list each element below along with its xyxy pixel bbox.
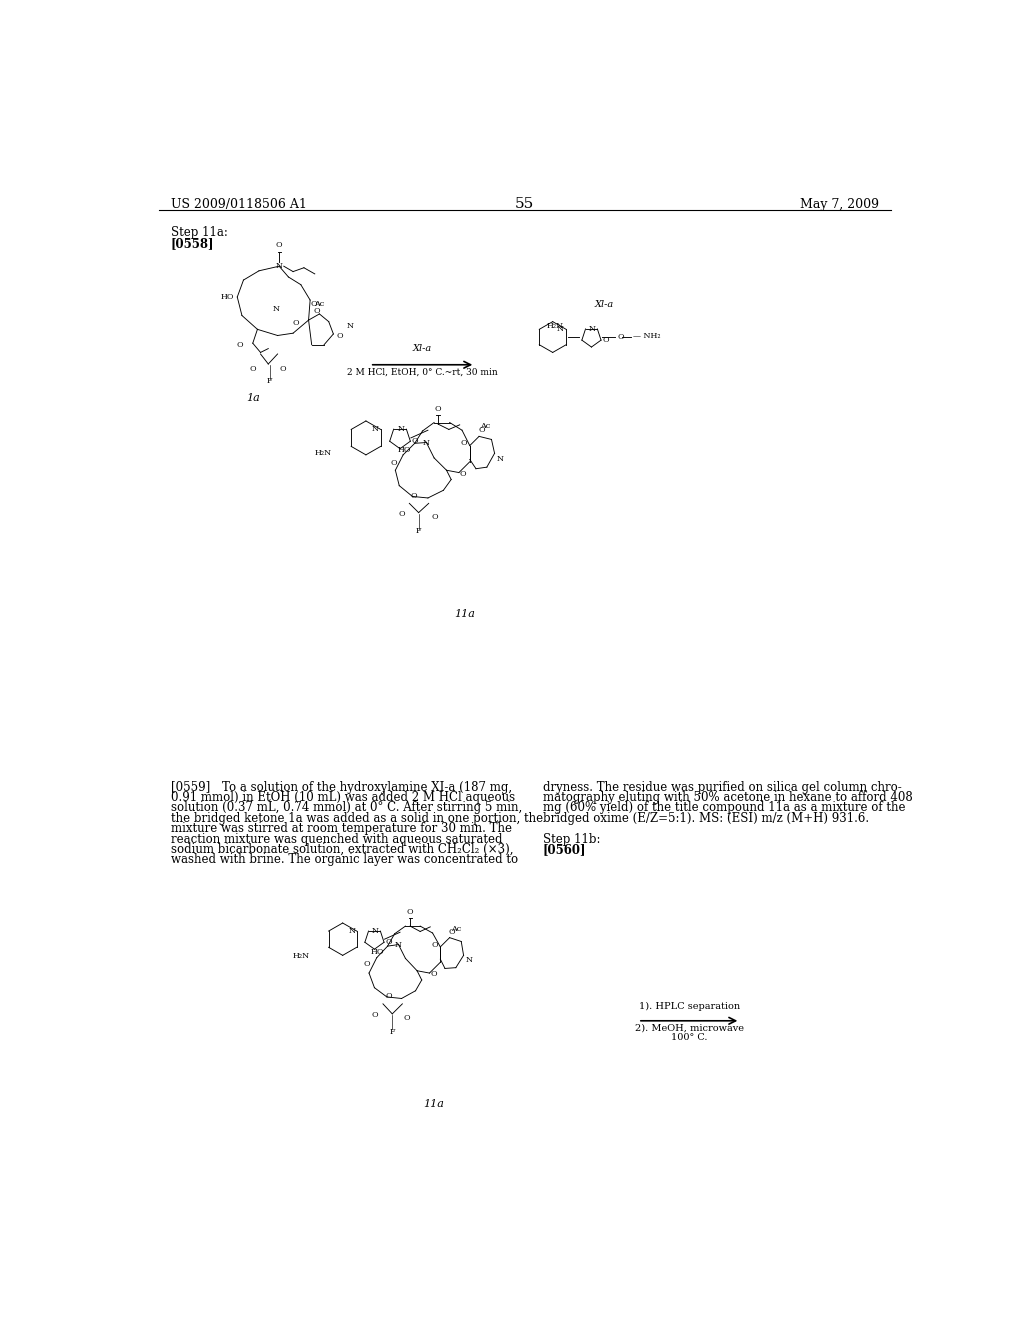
Text: H₂N: H₂N [547,322,564,330]
Text: O: O [337,331,343,339]
Text: 0.91 mmol) in EtOH (10 mL) was added 2 M HCl aqueous: 0.91 mmol) in EtOH (10 mL) was added 2 M… [171,791,515,804]
Text: O: O [461,440,467,447]
Text: O: O [407,908,414,916]
Text: O: O [386,939,392,946]
Text: O: O [390,458,397,466]
Text: 1). HPLC separation: 1). HPLC separation [639,1002,739,1011]
Text: O: O [434,405,441,413]
Text: O: O [237,341,244,348]
Text: Step 11a:: Step 11a: [171,226,227,239]
Text: N: N [398,425,404,433]
Text: N: N [557,325,564,334]
Text: solution (0.37 mL, 0.74 mmol) at 0° C. After stirring 5 min,: solution (0.37 mL, 0.74 mmol) at 0° C. A… [171,801,522,814]
Text: O: O [431,941,438,949]
Text: HO: HO [371,948,385,956]
Text: N: N [372,927,379,935]
Text: O: O [449,928,456,936]
Text: N: N [589,325,596,333]
Text: Xl-a: Xl-a [413,345,432,354]
Text: F: F [267,378,272,385]
Text: H₂N: H₂N [293,952,310,960]
Text: N: N [395,941,402,949]
Text: O: O [412,437,419,445]
Text: HO: HO [221,293,234,301]
Text: O: O [364,960,371,968]
Text: mixture was stirred at room temperature for 30 min. The: mixture was stirred at room temperature … [171,822,512,836]
Text: O: O [313,306,319,315]
Text: O: O [293,319,299,327]
Text: F: F [416,527,421,535]
Text: HO: HO [397,446,411,454]
Text: Ac: Ac [480,422,490,430]
Text: 2 M HCl, EtOH, 0° C.~rt, 30 min: 2 M HCl, EtOH, 0° C.~rt, 30 min [347,368,498,376]
Text: O: O [431,970,437,978]
Text: 100° C.: 100° C. [671,1034,708,1041]
Text: O: O [385,993,392,1001]
Text: the bridged ketone 1a was added as a solid in one portion, the: the bridged ketone 1a was added as a sol… [171,812,543,825]
Text: O: O [479,426,485,434]
Text: O: O [310,300,316,308]
Text: H₂N: H₂N [314,449,332,457]
Text: N: N [275,263,283,271]
Text: [0559] To a solution of the hydroxylamine XI-a (187 mg,: [0559] To a solution of the hydroxylamin… [171,780,512,793]
Text: O: O [411,491,418,499]
Text: bridged oxime (E/Z=5:1). MS: (ESI) m/z (M+H) 931.6.: bridged oxime (E/Z=5:1). MS: (ESI) m/z (… [543,812,868,825]
Text: O: O [249,364,256,372]
Text: O: O [280,364,286,372]
Text: N: N [466,956,473,964]
Text: Ac: Ac [451,925,461,933]
Text: Ac: Ac [314,300,325,308]
Text: mg (60% yield) of the title compound 11a as a mixture of the: mg (60% yield) of the title compound 11a… [543,801,905,814]
Text: matography eluting with 50% acetone in hexane to afford 408: matography eluting with 50% acetone in h… [543,791,912,804]
Text: — NH₂: — NH₂ [633,331,660,339]
Text: O: O [617,333,624,341]
Text: Xl-a: Xl-a [595,300,614,309]
Text: [0558]: [0558] [171,238,214,249]
Text: washed with brine. The organic layer was concentrated to: washed with brine. The organic layer was… [171,853,518,866]
Text: O: O [431,513,437,521]
Text: N: N [346,322,353,330]
Text: N: N [497,455,504,463]
Text: N: N [272,305,280,313]
Text: 1a: 1a [247,393,260,403]
Text: dryness. The residue was purified on silica gel column chro-: dryness. The residue was purified on sil… [543,780,901,793]
Text: sodium bicarbonate solution, extracted with CH₂Cl₂ (×3),: sodium bicarbonate solution, extracted w… [171,843,513,855]
Text: 11a: 11a [424,1100,444,1109]
Text: O: O [460,470,466,478]
Text: [0560]: [0560] [543,843,586,855]
Text: 2). MeOH, microwave: 2). MeOH, microwave [635,1023,743,1032]
Text: 11a: 11a [455,609,475,619]
Text: 55: 55 [515,197,535,211]
Text: O: O [398,511,404,519]
Text: N: N [423,438,430,446]
Text: O: O [275,242,283,249]
Text: May 7, 2009: May 7, 2009 [800,198,879,211]
Text: O: O [403,1014,411,1022]
Text: F: F [389,1028,395,1036]
Text: reaction mixture was quenched with aqueous saturated: reaction mixture was quenched with aqueo… [171,833,502,846]
Text: O: O [372,1011,378,1019]
Text: O: O [602,337,609,345]
Text: US 2009/0118506 A1: US 2009/0118506 A1 [171,198,306,211]
Text: N: N [372,425,379,433]
Text: Step 11b:: Step 11b: [543,833,600,846]
Text: N: N [348,927,355,935]
